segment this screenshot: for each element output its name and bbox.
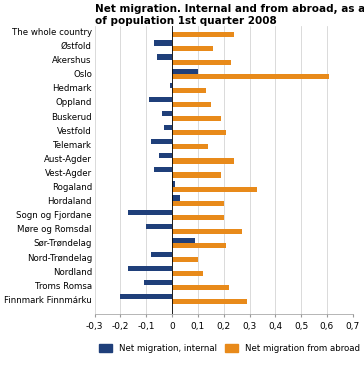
Bar <box>154 167 172 172</box>
Bar <box>151 252 172 257</box>
Bar <box>172 88 206 93</box>
Bar <box>172 196 180 201</box>
Bar <box>172 130 226 136</box>
Bar <box>172 238 195 243</box>
Bar <box>172 45 213 51</box>
Bar <box>146 224 172 229</box>
Bar <box>165 125 172 130</box>
Bar <box>172 201 224 206</box>
Bar <box>157 54 172 60</box>
Bar <box>172 215 224 220</box>
Bar <box>172 116 221 121</box>
Bar <box>154 40 172 45</box>
Legend: Net migration, internal, Net migration from abroad: Net migration, internal, Net migration f… <box>99 344 360 353</box>
Bar <box>172 102 211 107</box>
Bar <box>149 97 172 102</box>
Bar <box>172 257 198 262</box>
Bar <box>172 74 329 79</box>
Bar <box>172 271 203 276</box>
Bar <box>159 153 172 158</box>
Bar <box>172 187 257 192</box>
Bar <box>128 209 172 215</box>
Bar <box>144 280 172 285</box>
Bar <box>172 60 232 65</box>
Text: Net migration. Internal and from abroad, as a percentage
of population 1st quart: Net migration. Internal and from abroad,… <box>95 4 364 26</box>
Bar <box>172 299 247 305</box>
Bar <box>172 69 198 74</box>
Bar <box>128 266 172 271</box>
Bar <box>172 243 226 248</box>
Bar <box>172 144 208 149</box>
Bar <box>172 285 229 290</box>
Bar <box>172 158 234 164</box>
Bar <box>170 83 172 88</box>
Bar <box>151 139 172 144</box>
Bar <box>162 111 172 116</box>
Bar <box>172 229 242 234</box>
Bar <box>172 32 234 37</box>
Bar <box>172 181 175 187</box>
Bar <box>120 294 172 299</box>
Bar <box>172 172 221 177</box>
